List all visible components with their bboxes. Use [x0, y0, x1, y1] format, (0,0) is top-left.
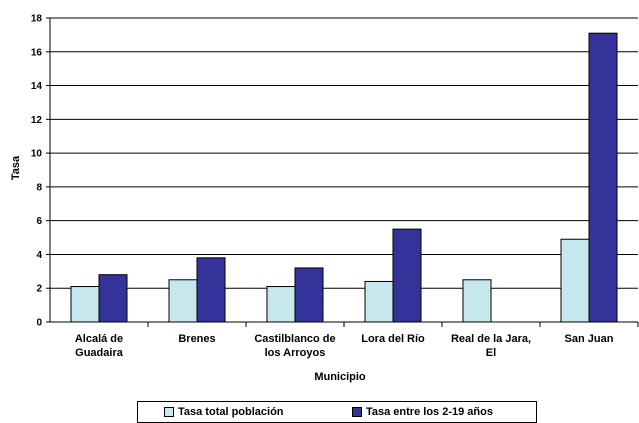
x-category-label: Lora del Río — [361, 333, 425, 345]
y-tick-label: 14 — [31, 81, 43, 92]
axes — [46, 17, 639, 327]
x-category-label: San Juan — [565, 333, 614, 345]
bar-2-19 — [588, 32, 618, 323]
y-axis-title: Tasa — [10, 155, 22, 180]
x-category-label: Alcalá de Guadaira — [75, 333, 124, 359]
y-tick-labels: 0 2 4 6 8 10 12 14 16 18 — [31, 14, 43, 329]
y-tick-label: 6 — [36, 216, 42, 227]
bar-total — [364, 280, 394, 323]
bars — [70, 32, 618, 323]
legend-label-total: Tasa total población — [178, 406, 284, 418]
bar-total — [168, 279, 198, 323]
y-tick-label: 0 — [36, 318, 42, 329]
x-category-label: Real de la Jara, El — [451, 333, 531, 359]
y-tick-label: 2 — [36, 284, 42, 295]
legend-swatch-2-19 — [352, 407, 362, 417]
bar-2-19 — [392, 228, 422, 323]
legend-item-total: Tasa total población — [164, 406, 284, 418]
bar-total — [462, 279, 492, 323]
legend-item-2-19: Tasa entre los 2-19 años — [352, 406, 493, 418]
y-tick-label: 18 — [31, 14, 43, 25]
y-tick-label: 10 — [31, 149, 43, 160]
bar-2-19 — [98, 274, 128, 323]
x-category-labels: Alcalá de Guadaira Brenes Castilblanco de lo… — [75, 333, 614, 359]
bar-chart: 0 2 4 6 8 10 12 14 16 18 Alcalá de Guadaira Brenes C… — [10, 14, 639, 383]
x-axis-title: Municipio — [314, 371, 366, 383]
y-tick-label: 4 — [36, 250, 42, 261]
gridlines — [50, 17, 638, 323]
bar-total — [560, 238, 590, 323]
y-tick-label: 8 — [36, 182, 42, 193]
legend-swatch-total — [164, 407, 174, 417]
y-tick-label: 12 — [31, 115, 43, 126]
y-tick-label: 16 — [31, 47, 43, 58]
x-category-label: Castilblanco de los Arroyos — [254, 333, 335, 359]
bar-2-19 — [196, 257, 226, 323]
bar-total — [266, 286, 296, 323]
x-category-label: Brenes — [178, 333, 215, 345]
bar-total — [70, 286, 100, 323]
legend: Tasa total población Tasa entre los 2-19… — [137, 401, 537, 423]
bar-2-19 — [294, 267, 324, 323]
legend-label-2-19: Tasa entre los 2-19 años — [366, 406, 493, 418]
